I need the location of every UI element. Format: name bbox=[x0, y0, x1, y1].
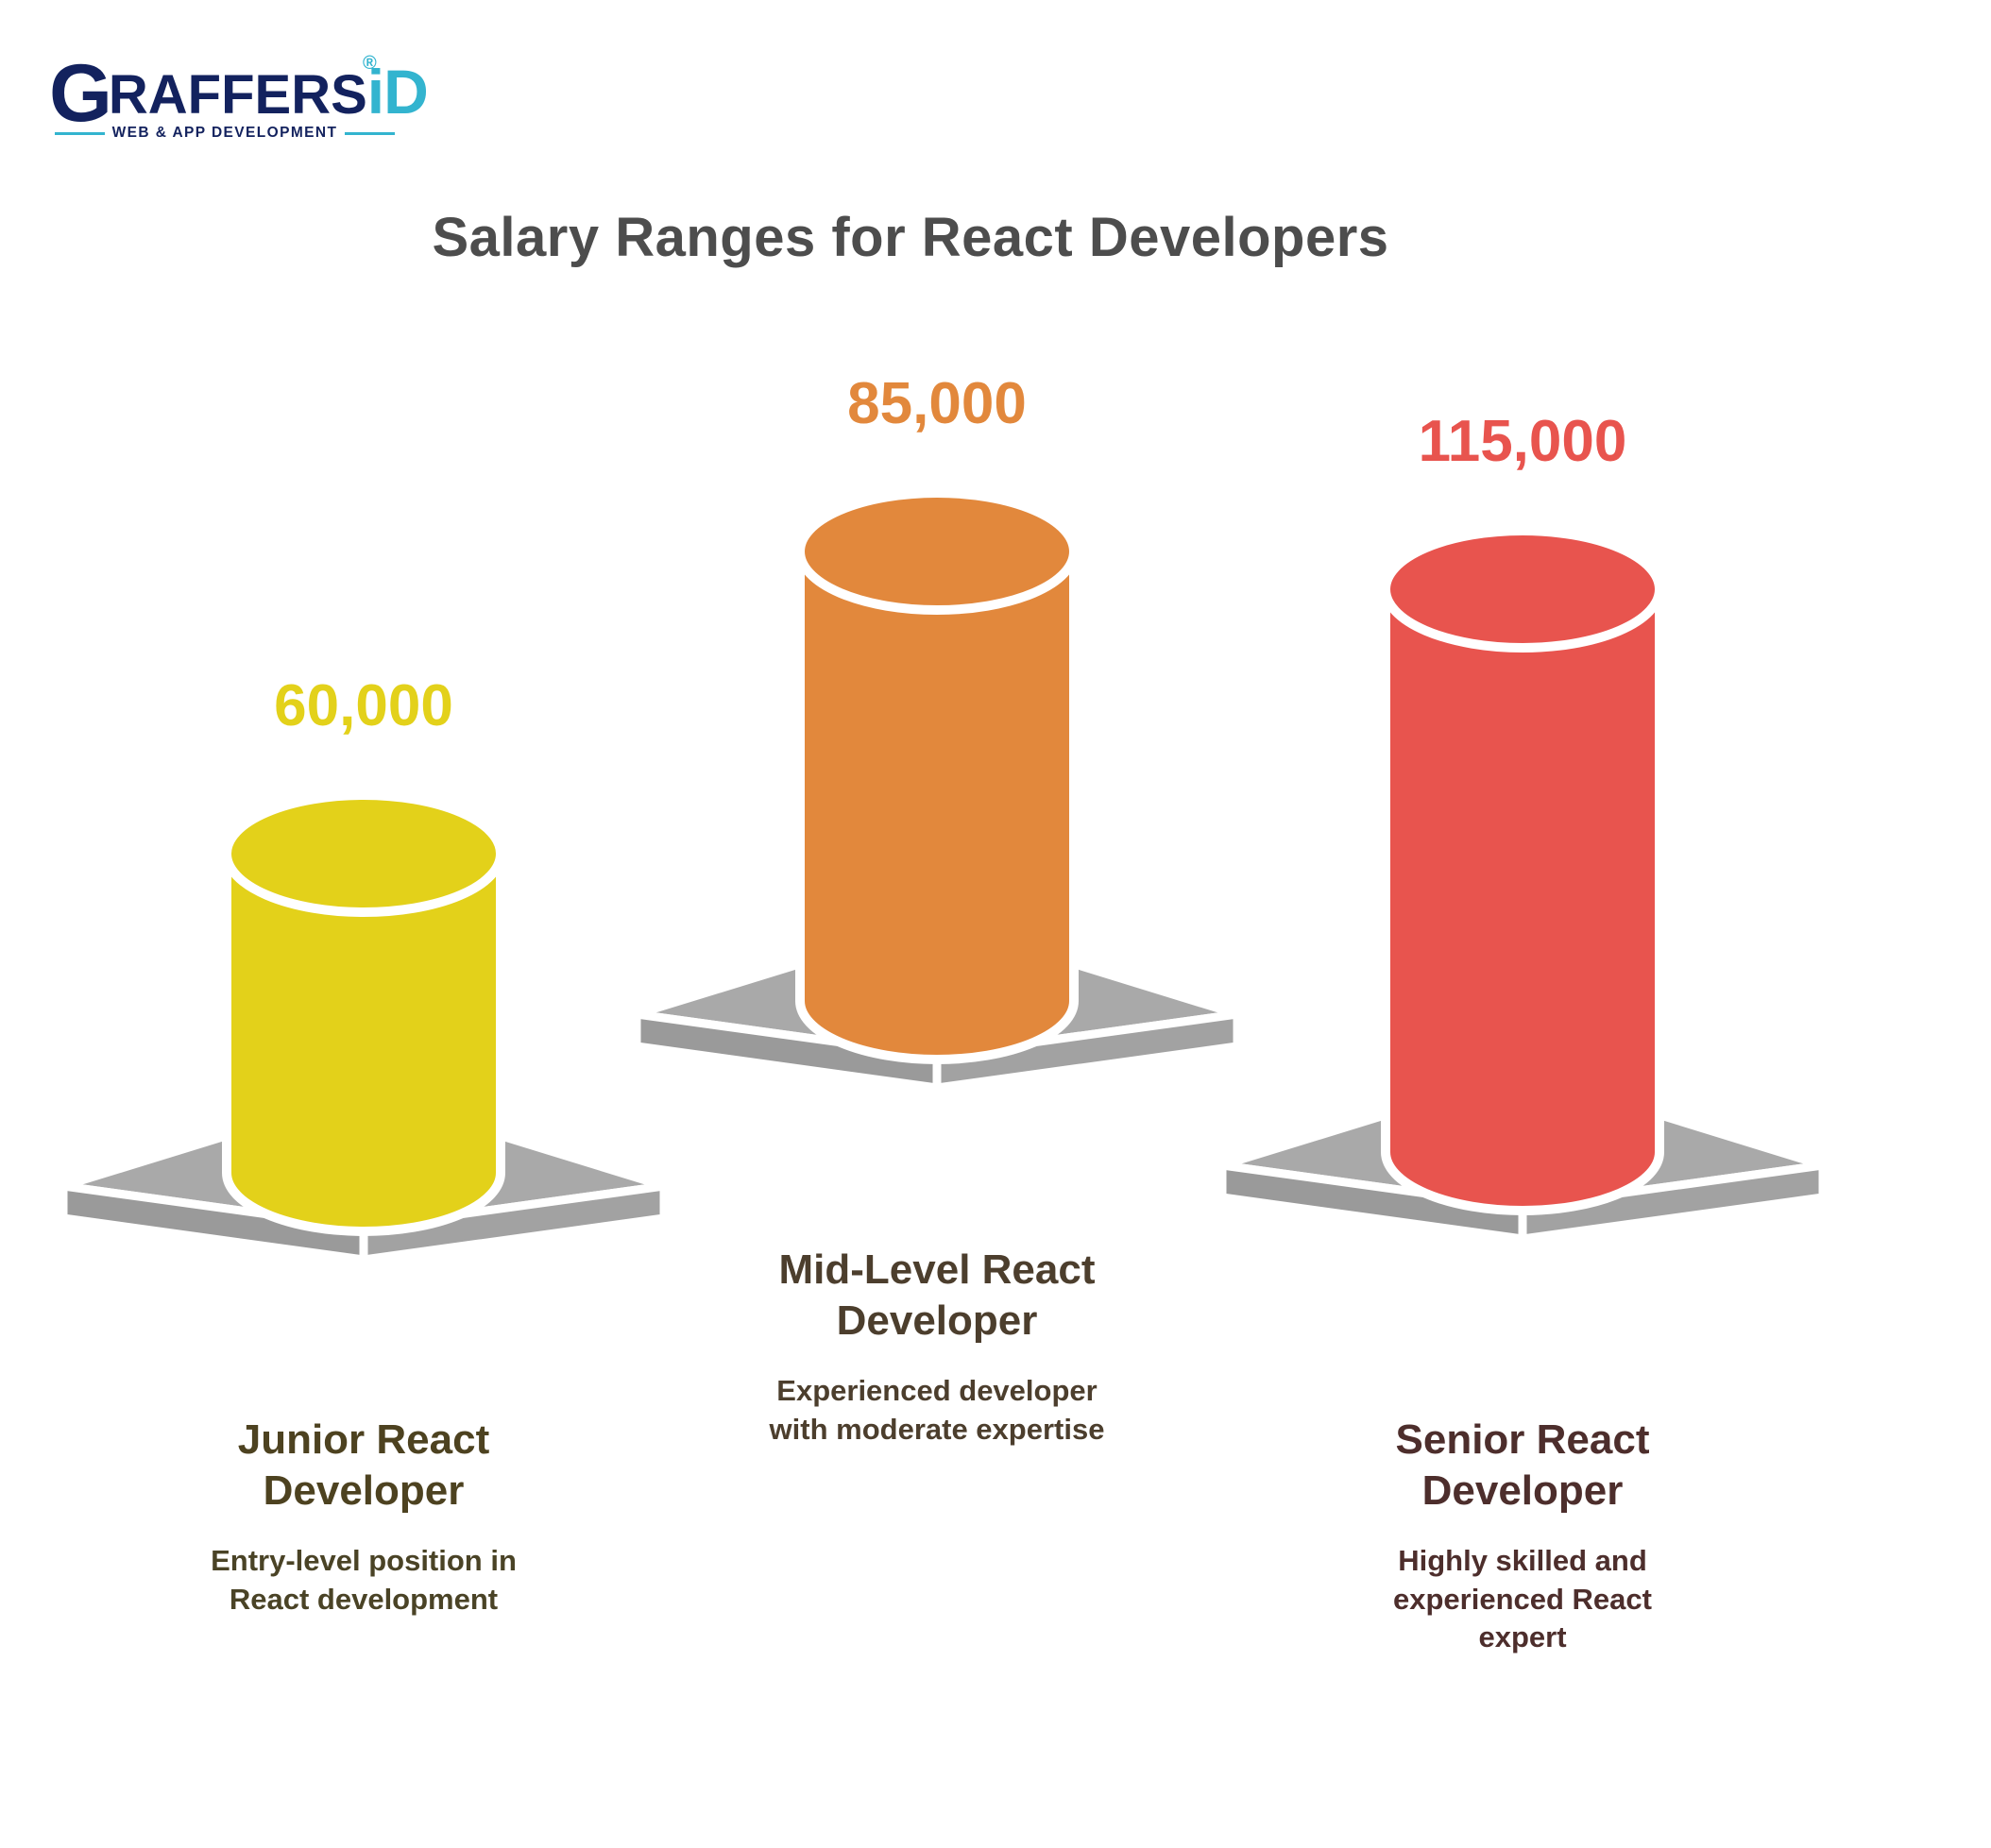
category-desc-junior: Entry-level position in React developmen… bbox=[118, 1542, 609, 1619]
tagline-text: WEB & APP DEVELOPMENT bbox=[111, 125, 338, 141]
category-title-mid-level-line2: Developer bbox=[836, 1297, 1038, 1344]
category-block-junior: Junior React Developer Entry-level posit… bbox=[118, 1415, 609, 1619]
category-desc-senior: Highly skilled and experienced React exp… bbox=[1277, 1542, 1768, 1656]
registered-trademark-icon: ® bbox=[363, 53, 377, 74]
category-desc-senior-line3: expert bbox=[1478, 1619, 1567, 1653]
logo-initial-g: G bbox=[49, 48, 112, 139]
category-desc-mid-level-line2: with moderate expertise bbox=[769, 1412, 1105, 1446]
tagline-rule-right bbox=[345, 131, 395, 135]
category-desc-junior-line2: React development bbox=[229, 1582, 499, 1616]
cylinder-mid-level[interactable] bbox=[625, 488, 1249, 1094]
category-desc-mid-level-line1: Experienced developer bbox=[776, 1374, 1098, 1408]
cylinder-senior[interactable] bbox=[1211, 526, 1834, 1245]
category-desc-senior-line1: Highly skilled and bbox=[1398, 1544, 1647, 1578]
category-title-mid-level: Mid-Level React Developer bbox=[691, 1245, 1183, 1346]
value-label-mid-level: 85,000 bbox=[847, 371, 1027, 436]
logo-tagline: WEB & APP DEVELOPMENT bbox=[55, 125, 395, 142]
cylinder-junior[interactable] bbox=[52, 790, 675, 1265]
category-title-senior-line1: Senior React bbox=[1395, 1416, 1650, 1463]
category-block-mid-level: Mid-Level React Developer Experienced de… bbox=[691, 1245, 1183, 1449]
graffersid-logo[interactable]: GRAFFERSiD ® WEB & APP DEVELOPMENT bbox=[49, 38, 429, 144]
category-title-senior-line2: Developer bbox=[1421, 1467, 1624, 1514]
category-desc-junior-line1: Entry-level position in bbox=[211, 1544, 517, 1578]
value-label-junior: 60,000 bbox=[274, 673, 453, 738]
category-title-senior: Senior React Developer bbox=[1277, 1415, 1768, 1516]
chart-title: Salary Ranges for React Developers bbox=[432, 207, 1389, 268]
logo-word-graffers: RAFFERS bbox=[108, 64, 367, 126]
category-title-junior-line2: Developer bbox=[263, 1467, 465, 1514]
value-label-senior: 115,000 bbox=[1418, 409, 1627, 474]
category-desc-senior-line2: experienced React bbox=[1393, 1582, 1652, 1616]
tagline-rule-left bbox=[55, 131, 105, 135]
category-title-mid-level-line1: Mid-Level React bbox=[778, 1246, 1096, 1293]
logo-word-id: iD bbox=[366, 57, 429, 127]
category-title-junior: Junior React Developer bbox=[118, 1415, 609, 1516]
logo-wordmark: GRAFFERSiD bbox=[49, 45, 429, 134]
category-desc-mid-level: Experienced developer with moderate expe… bbox=[691, 1372, 1183, 1449]
category-title-junior-line1: Junior React bbox=[237, 1416, 490, 1463]
category-block-senior: Senior React Developer Highly skilled an… bbox=[1277, 1415, 1768, 1656]
